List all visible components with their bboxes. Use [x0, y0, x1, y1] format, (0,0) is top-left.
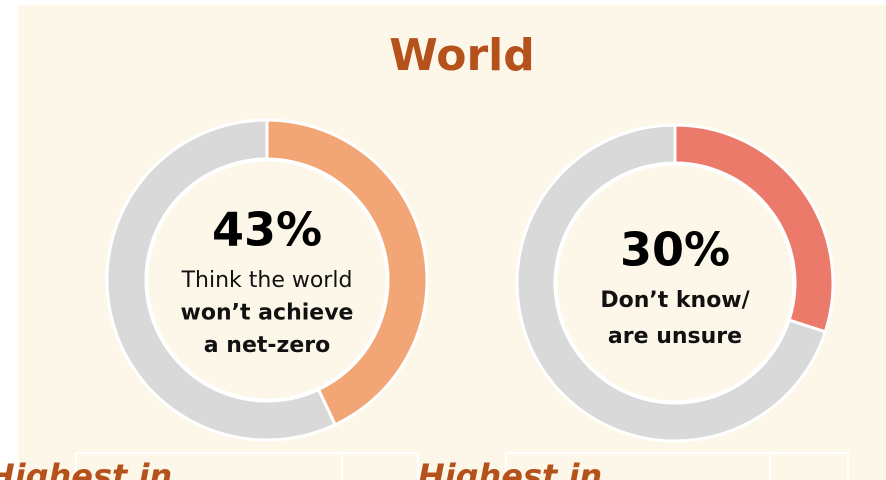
- center-label: are unsure: [608, 324, 742, 349]
- center-label: Think the world: [181, 268, 353, 293]
- donut-hole: [145, 158, 389, 402]
- footer-box: [75, 452, 419, 480]
- center-label: a net-zero: [204, 333, 330, 358]
- footer-box: [505, 452, 849, 480]
- center-label: Don’t know/: [600, 288, 750, 313]
- value-label: 30%: [620, 223, 730, 277]
- center-label: won’t achieve: [181, 301, 354, 326]
- donut-hole: [554, 162, 796, 404]
- footer-heading: Highest in: [0, 457, 172, 480]
- title: World: [389, 30, 534, 81]
- value-label: 43%: [212, 203, 322, 257]
- footer-heading: Highest in: [418, 457, 602, 480]
